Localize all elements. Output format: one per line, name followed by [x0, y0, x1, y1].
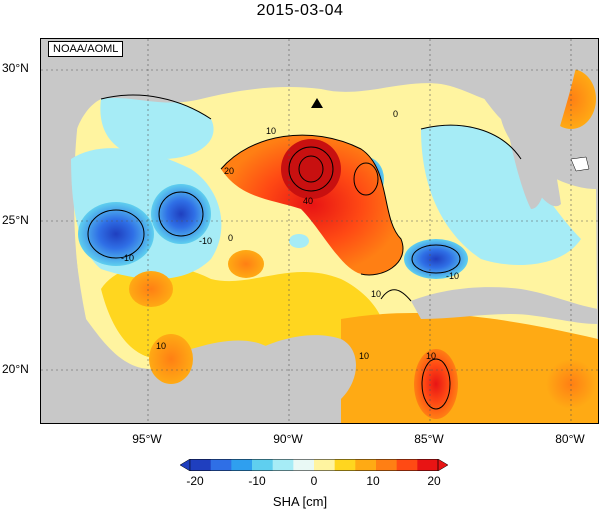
contours: [87, 94, 522, 410]
contour-label: 10: [359, 351, 369, 361]
colorbar-segment: [334, 459, 356, 471]
colorbar-segment: [210, 459, 232, 471]
contour-label: -10: [121, 253, 134, 263]
warm-blob-sw: [149, 334, 193, 384]
colorbar: [179, 458, 449, 472]
contour-label: 20: [224, 166, 234, 176]
cuba: [411, 287, 598, 324]
graticule: [41, 39, 598, 423]
colorbar-segment: [272, 459, 294, 471]
colorbar-svg: [179, 458, 449, 472]
loop-current-core: [221, 135, 403, 275]
colorbar-segment: [314, 459, 336, 471]
warm-blob-west: [129, 271, 173, 307]
colorbar-segment: [417, 459, 439, 471]
contour-label: 40: [303, 196, 313, 206]
contour-label: -10: [446, 271, 459, 281]
contour-label: 0: [393, 109, 398, 119]
small-cyan-spot: [289, 234, 309, 248]
western-cold-eddy: [78, 202, 154, 266]
colorbar-segment: [252, 459, 274, 471]
caribbean-hot-eddy: [414, 349, 458, 419]
contour-label: -10: [199, 236, 212, 246]
credit-label: NOAA/AOML: [48, 41, 124, 57]
buoy-marker: [311, 98, 323, 108]
central-west-cold-eddy: [151, 184, 211, 244]
colorbar-max-arrow: [437, 458, 449, 472]
colorbar-segment: [376, 459, 398, 471]
north-cyan-zone: [100, 95, 214, 159]
contour-label: 10: [426, 351, 436, 361]
lat-label-25: 25°N: [2, 213, 29, 227]
lat-label-20: 20°N: [2, 362, 29, 376]
colorbar-tick: 20: [427, 474, 441, 488]
sha-map: 10 -10 0 20 40 10 -10 0 10 -10 10 10: [40, 38, 599, 424]
contour-label: 10: [266, 126, 276, 136]
yucatan-peninsula: [241, 335, 356, 423]
warm-ring-north: [281, 139, 341, 199]
colorbar-tick: 10: [366, 474, 380, 488]
contour-label: 10: [371, 289, 381, 299]
colorbar-tick: 0: [310, 474, 318, 488]
florida-peninsula: [504, 39, 581, 209]
us-gulf-coast: [41, 39, 598, 207]
lon-label-85: 85°W: [414, 432, 444, 446]
caribbean-warm: [341, 313, 598, 423]
sha-map-svg: 10 -10 0 20 40 10 -10 0 10 -10 10 10: [41, 39, 598, 423]
colorbar-tick: -10: [248, 474, 266, 488]
colorbar-segment: [231, 459, 253, 471]
warm-blob-central: [228, 250, 264, 278]
contour-labels: 10 -10 0 20 40 10 -10 0 10 -10 10 10: [121, 109, 459, 361]
colorbar-segment: [293, 459, 315, 471]
bahamas: [570, 156, 590, 172]
lat-label-30: 30°N: [2, 61, 29, 75]
contour-label: 10: [156, 341, 166, 351]
colorbar-tick: -20: [186, 474, 204, 488]
lon-label-80: 80°W: [555, 432, 585, 446]
map-title: 2015-03-04: [256, 2, 344, 19]
colorbar-segment: [355, 459, 377, 471]
colorbar-segment: [396, 459, 418, 471]
contour-label: 0: [228, 233, 233, 243]
colorbar-segment: [190, 459, 212, 471]
colorbar-min-arrow: [179, 458, 191, 472]
lon-label-95: 95°W: [132, 432, 162, 446]
mexico-coast: [41, 159, 251, 423]
northeast-cyan-zone: [421, 125, 581, 265]
colorbar-frame: [189, 459, 439, 471]
colorbar-title: SHA [cm]: [272, 494, 328, 509]
lon-label-90: 90°W: [273, 432, 303, 446]
